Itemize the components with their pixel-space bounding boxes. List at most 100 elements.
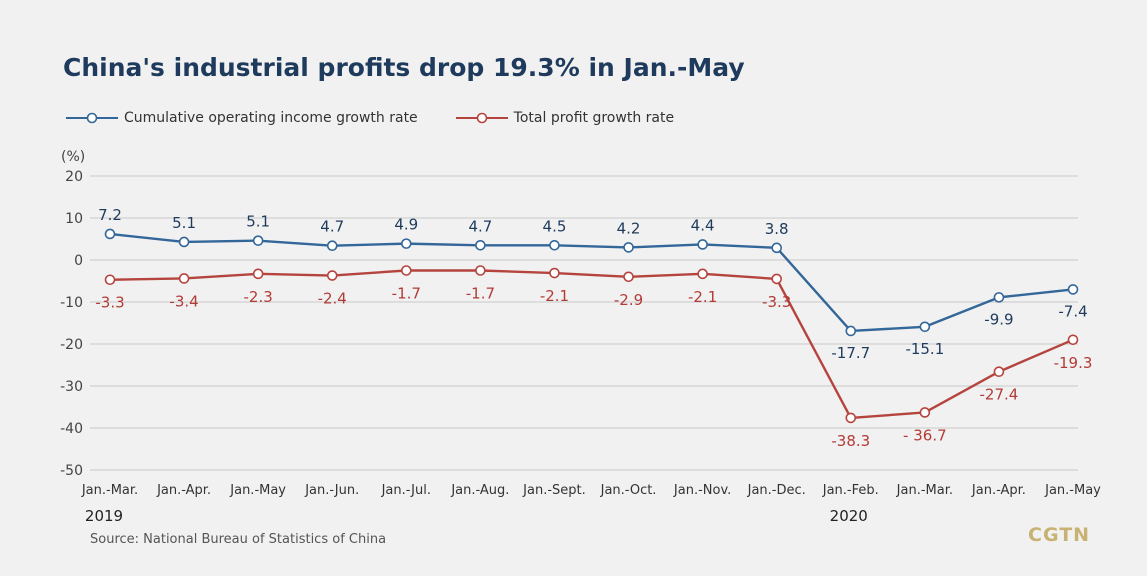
series-profit: -3.3 -3.4 -2.3 -2.4 -1.7 -1.7 -2.1 -2.9 -2.1 -3.3… [95, 265, 1093, 450]
data-point [104, 228, 116, 240]
legend: Cumulative operating income growth rate … [66, 110, 674, 126]
data-label: -1.7 [466, 285, 495, 303]
data-point [993, 292, 1005, 303]
data-label: 4.9 [394, 216, 418, 234]
data-label: -3.3 [762, 293, 791, 311]
data-label: -19.3 [1054, 354, 1093, 372]
series-income: 7.2 5.1 5.1 4.7 4.9 4.7 4.5 4.2 4.4 3.8 -17.7 -15.1… [98, 206, 1088, 362]
data-label: -9.9 [984, 310, 1013, 328]
x-tick-label: Jan.-Sept. [522, 483, 586, 498]
x-tick-label: Jan.-May [1044, 483, 1101, 498]
x-tick-label: Jan.-Mar. [81, 483, 138, 498]
x-tick-label: Jan.-Jun. [304, 483, 359, 498]
gridlines [90, 175, 1078, 471]
data-point [919, 321, 931, 333]
legend-swatch-profit [455, 112, 508, 124]
data-label: -1.7 [392, 285, 421, 303]
data-point [919, 407, 931, 418]
data-point [178, 273, 190, 284]
data-label: -2.3 [244, 288, 273, 306]
x-tick-label: Jan.-Dec. [747, 483, 806, 498]
data-point [1067, 284, 1079, 295]
series-line [109, 232, 1074, 333]
data-label: 4.5 [543, 217, 567, 235]
data-point [401, 238, 412, 249]
data-label: - 36.7 [903, 426, 947, 444]
data-point [697, 268, 708, 280]
y-axis-unit: (%) [61, 149, 85, 165]
legend-item-income: Cumulative operating income growth rate [66, 110, 418, 126]
data-label: -15.1 [905, 340, 944, 358]
x-tick-label: Jan.-Apr. [971, 483, 1026, 498]
data-label: 4.2 [617, 219, 641, 237]
data-point [475, 240, 486, 251]
cgtn-logo: CGTN [1028, 524, 1091, 546]
y-tick-label: -50 [60, 463, 83, 479]
data-label: -2.1 [540, 287, 569, 305]
data-label: -7.4 [1058, 302, 1087, 320]
data-label: -2.4 [318, 290, 347, 308]
data-point [401, 265, 412, 276]
year-label: 2019 [85, 507, 123, 525]
data-label: -27.4 [980, 386, 1019, 404]
data-point [697, 239, 708, 250]
legend-item-profit: Total profit growth rate [455, 110, 675, 126]
y-tick-label: -20 [60, 337, 83, 353]
x-tick-label: Jan.-Apr. [156, 483, 211, 498]
data-label: 5.1 [172, 214, 196, 232]
data-point [252, 235, 264, 246]
data-point [178, 236, 190, 248]
data-label: -38.3 [831, 432, 870, 450]
data-point [771, 242, 782, 254]
data-label: -3.4 [169, 292, 198, 310]
data-label: 3.8 [765, 220, 789, 238]
x-tick-label: Jan.-Nov. [673, 483, 731, 498]
y-tick-label: 0 [74, 253, 83, 269]
data-point [845, 412, 857, 424]
data-label: -3.3 [95, 294, 124, 312]
data-point [623, 271, 634, 283]
series-line [109, 269, 1074, 420]
data-label: 4.4 [691, 216, 715, 234]
data-label: -17.7 [831, 344, 870, 362]
y-tick-label: 10 [65, 211, 83, 227]
y-tick-label: -30 [60, 379, 83, 395]
data-label: 7.2 [98, 206, 122, 224]
data-point [771, 273, 782, 285]
data-label: 4.7 [468, 217, 492, 235]
data-label: 4.7 [320, 218, 344, 236]
y-tick-label: -10 [60, 295, 83, 311]
data-point [104, 274, 116, 286]
x-axis-ticks: Jan.-Mar. Jan.-Apr. Jan.-May Jan.-Jun. Jan.-… [81, 483, 1101, 498]
data-label: 5.1 [246, 213, 270, 231]
data-point [326, 240, 338, 252]
data-label: -2.9 [614, 291, 643, 309]
legend-label-income: Cumulative operating income growth rate [124, 110, 418, 126]
y-axis-ticks: 20 10 0 -10 -20 -30 -40 -50 [60, 169, 83, 479]
y-tick-label: -40 [60, 421, 83, 437]
series-group: 7.2 5.1 5.1 4.7 4.9 4.7 4.5 4.2 4.4 3.8 -17.7 -15.1… [95, 206, 1092, 450]
data-point [252, 268, 264, 280]
source-note: Source: National Bureau of Statistics of… [90, 532, 387, 547]
year-label: 2020 [830, 507, 868, 525]
data-point [1067, 334, 1079, 346]
legend-label-profit: Total profit growth rate [513, 110, 675, 126]
x-tick-label: Jan.-May [229, 483, 286, 498]
chart-title: China's industrial profits drop 19.3% in… [63, 53, 745, 82]
x-tick-label: Jan.-Feb. [822, 483, 879, 498]
legend-swatch-income [66, 112, 118, 124]
x-tick-label: Jan.-Jul. [381, 483, 431, 498]
data-point [623, 242, 634, 253]
data-label: -2.1 [688, 288, 717, 306]
data-point [845, 325, 857, 337]
data-point [549, 240, 560, 251]
data-point [326, 270, 338, 281]
x-tick-label: Jan.-Aug. [450, 483, 509, 498]
year-labels: 2019 2020 [85, 507, 868, 525]
data-point [475, 265, 486, 276]
data-point [549, 267, 560, 279]
data-point [993, 366, 1005, 378]
x-tick-label: Jan.-Mar. [896, 483, 953, 498]
y-tick-label: 20 [65, 169, 83, 185]
